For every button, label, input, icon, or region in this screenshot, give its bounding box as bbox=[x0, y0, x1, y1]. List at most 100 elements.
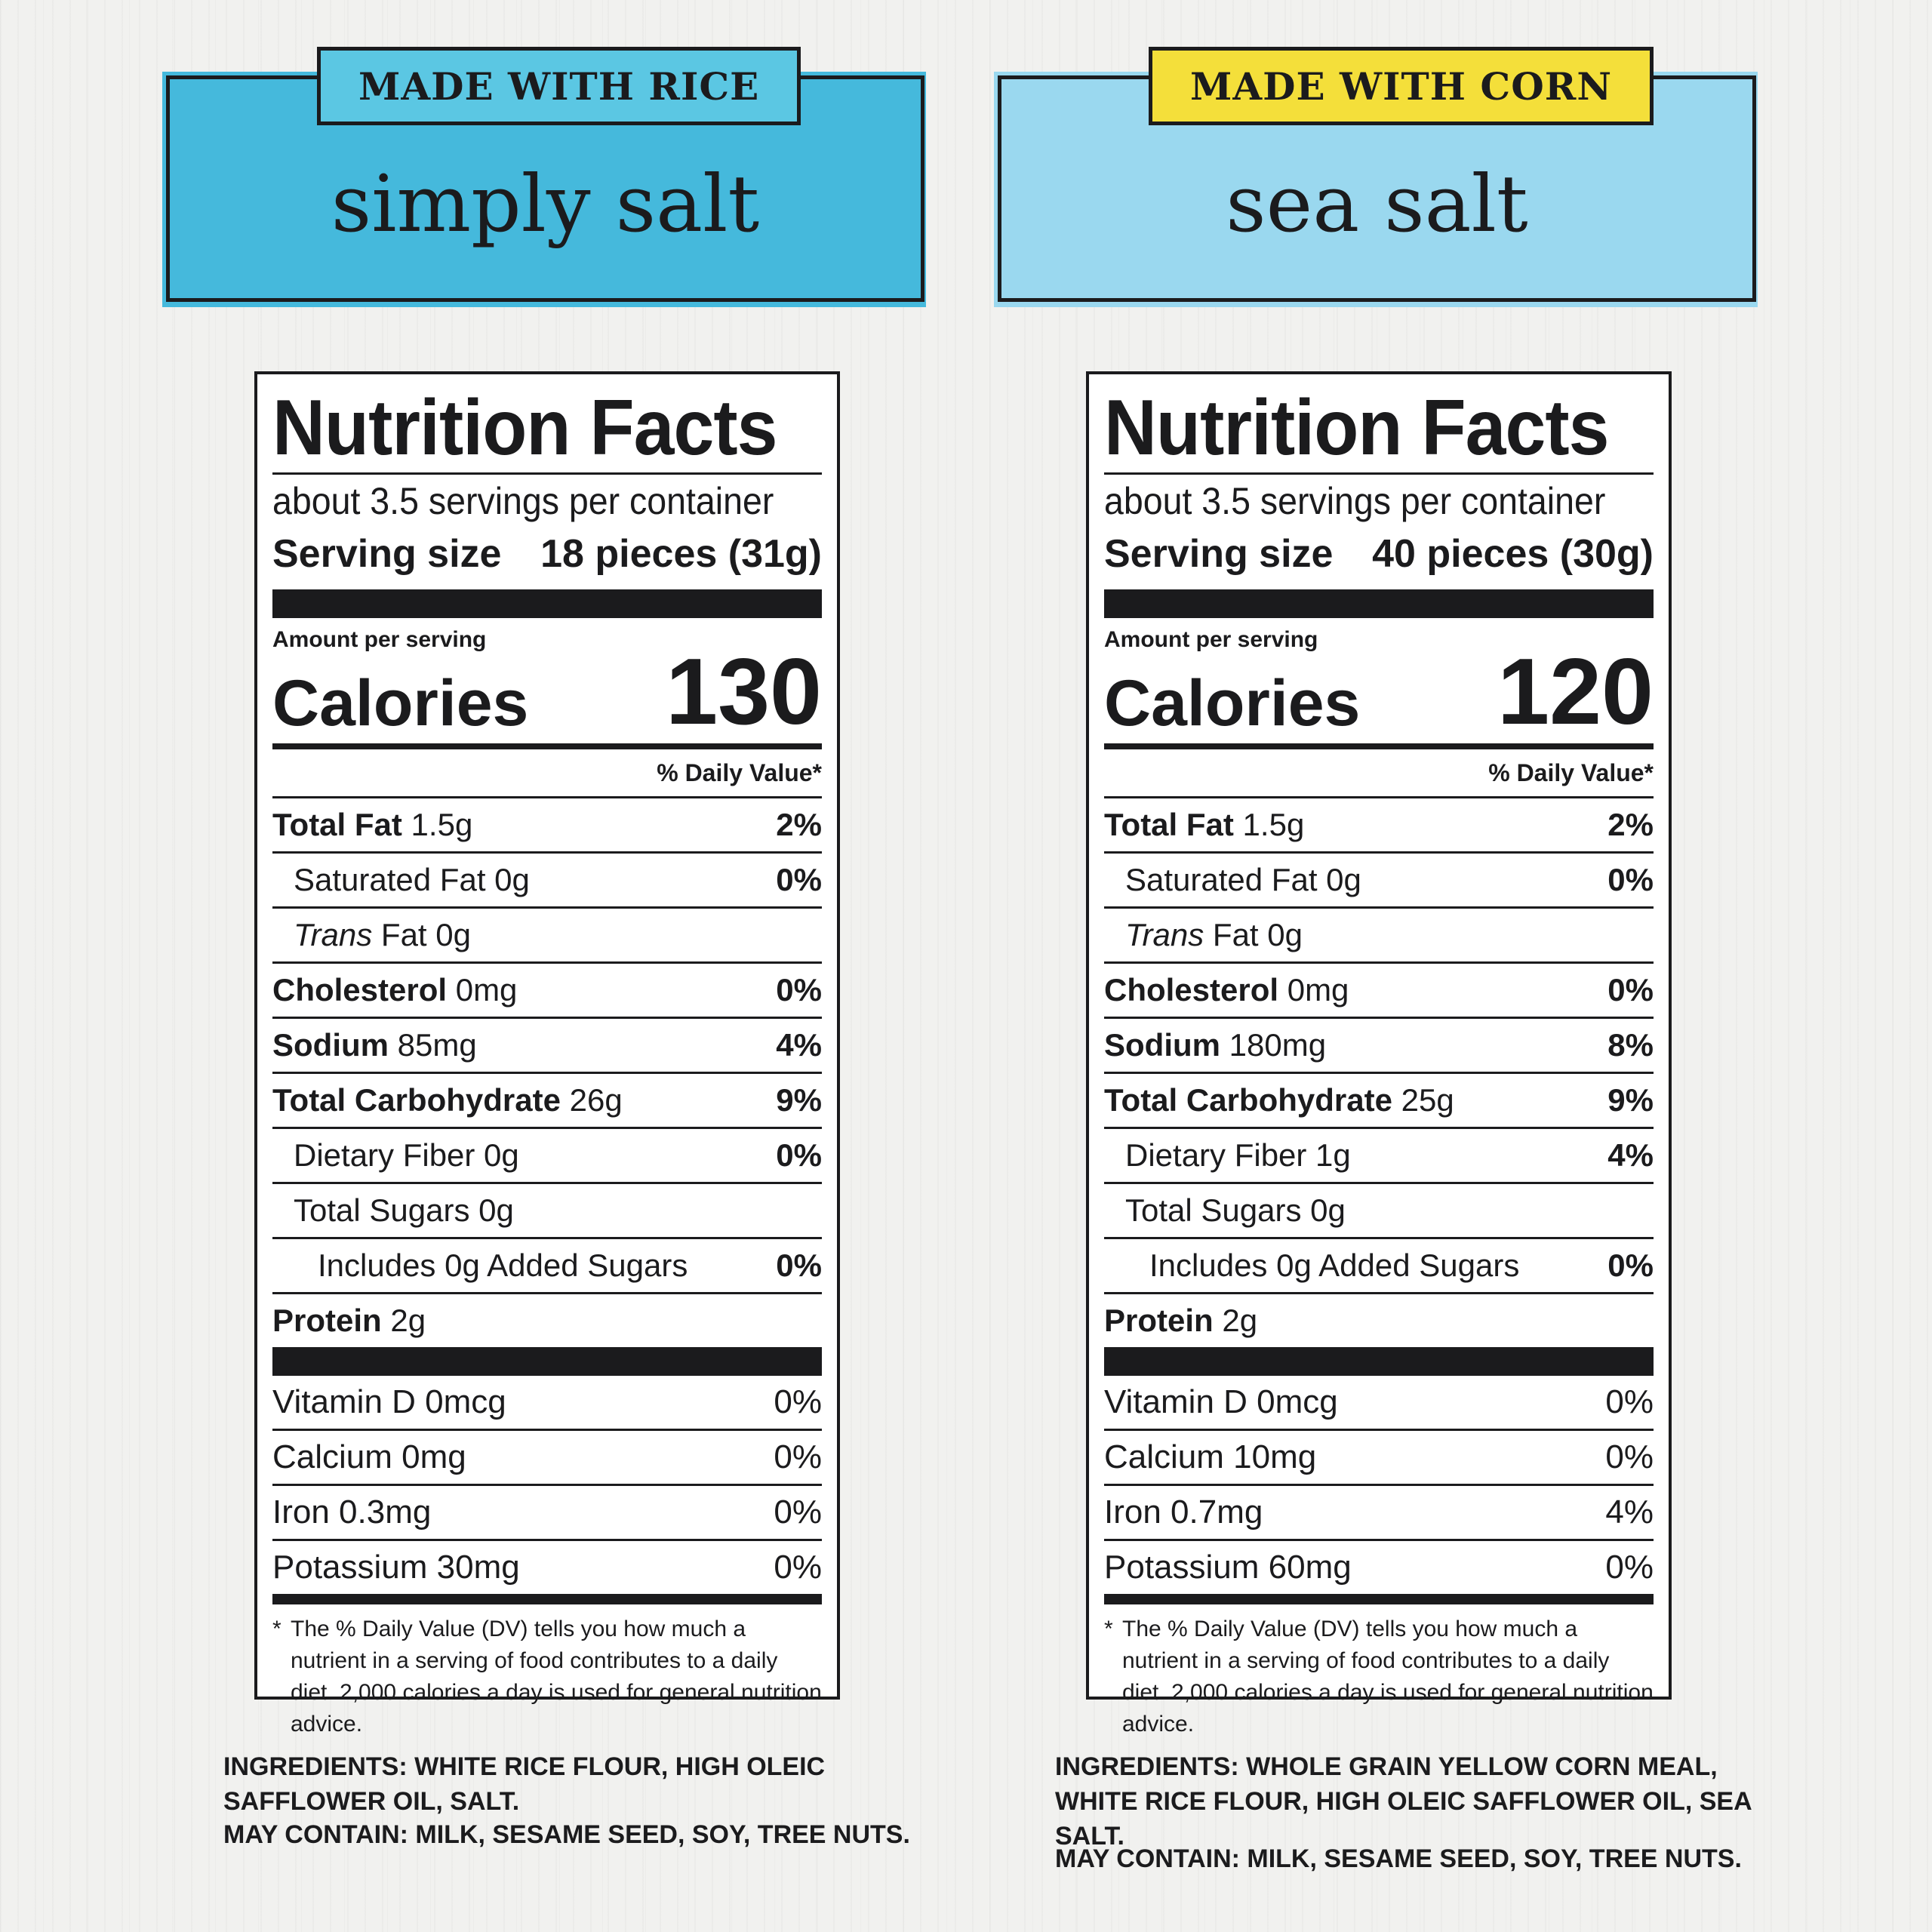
nutrient-name: Total Fat 1.5g bbox=[272, 807, 473, 842]
nutrient-name: Saturated Fat 0g bbox=[294, 862, 530, 897]
calories-value: 120 bbox=[1497, 640, 1654, 744]
grain-tag: MADE WITH CORN bbox=[1149, 47, 1654, 125]
nutrient-name: Total Sugars 0g bbox=[1125, 1192, 1346, 1228]
nutrient-daily-value: 0% bbox=[1607, 862, 1654, 897]
nutrient-row: Total Fat 1.5g 2% bbox=[1104, 796, 1654, 851]
product-panel-corn: MADE WITH CORN sea salt Nutrition Facts … bbox=[832, 0, 1798, 1932]
nutrient-name: Sodium 85mg bbox=[272, 1027, 477, 1063]
nutrient-name: Trans Fat 0g bbox=[294, 917, 471, 952]
vitamin-list: Vitamin D 0mcg 0% Calcium 10mg 0% Iron 0.7mg… bbox=[1104, 1376, 1654, 1594]
vitamin-row: Potassium 30mg 0% bbox=[272, 1539, 822, 1594]
amount-per-serving: Amount per serving bbox=[1104, 627, 1318, 652]
flavor-name: sea salt bbox=[1226, 158, 1528, 250]
nutrient-row: Dietary Fiber 1g 4% bbox=[1104, 1127, 1654, 1182]
nutrient-name: Dietary Fiber 0g bbox=[294, 1137, 519, 1173]
nutrient-row: Protein 2g bbox=[272, 1292, 822, 1347]
servings-per-container: about 3.5 servings per container bbox=[272, 480, 774, 522]
vitamin-daily-value: 0% bbox=[774, 1549, 822, 1586]
nutrient-daily-value: 0% bbox=[1607, 972, 1654, 1008]
vitamin-name: Potassium 30mg bbox=[272, 1549, 520, 1586]
footnote-star: * bbox=[272, 1617, 281, 1641]
vitamin-name: Calcium 0mg bbox=[272, 1438, 466, 1475]
nutrient-daily-value: 4% bbox=[776, 1027, 822, 1063]
vitamin-daily-value: 0% bbox=[1605, 1549, 1654, 1586]
daily-value-footnote: * The % Daily Value (DV) tells you how m… bbox=[1104, 1604, 1654, 1740]
nutrient-name: Includes 0g Added Sugars bbox=[1149, 1247, 1520, 1283]
vitamin-daily-value: 0% bbox=[774, 1383, 822, 1420]
nutrient-row: Total Carbohydrate 25g 9% bbox=[1104, 1072, 1654, 1127]
nutrition-facts-label: Nutrition Facts about 3.5 servings per c… bbox=[1086, 371, 1672, 1737]
nutrient-row: Includes 0g Added Sugars 0% bbox=[272, 1237, 822, 1292]
servings-per-container: about 3.5 servings per container bbox=[1104, 480, 1606, 522]
vitamin-name: Iron 0.7mg bbox=[1104, 1494, 1263, 1531]
nutrient-row: Cholesterol 0mg 0% bbox=[1104, 961, 1654, 1017]
nutrient-name: Protein 2g bbox=[1104, 1303, 1258, 1338]
vitamin-daily-value: 0% bbox=[774, 1438, 822, 1475]
may-contain-text: MAY CONTAIN: MILK, SESAME SEED, SOY, TRE… bbox=[1055, 1844, 1742, 1873]
nutrient-list: Total Fat 1.5g 2% Saturated Fat 0g 0% Trans … bbox=[272, 796, 822, 1347]
calories-row: Calories 130 bbox=[272, 645, 822, 740]
vitamin-list: Vitamin D 0mcg 0% Calcium 0mg 0% Iron 0.3mg 0… bbox=[272, 1376, 822, 1594]
vitamin-name: Vitamin D 0mcg bbox=[272, 1383, 506, 1420]
nutrient-row: Sodium 85mg 4% bbox=[272, 1017, 822, 1072]
nutrient-name: Total Sugars 0g bbox=[294, 1192, 514, 1228]
nutrient-row: Protein 2g bbox=[1104, 1292, 1654, 1347]
vitamin-row: Iron 0.3mg 0% bbox=[272, 1484, 822, 1539]
calories-row: Calories 120 bbox=[1104, 645, 1654, 739]
vitamin-daily-value: 0% bbox=[1605, 1383, 1654, 1420]
vitamin-row: Calcium 0mg 0% bbox=[272, 1429, 822, 1484]
nutrient-daily-value: 0% bbox=[776, 972, 822, 1008]
nutrient-name: Cholesterol 0mg bbox=[272, 972, 518, 1008]
nutrient-row: Total Fat 1.5g 2% bbox=[272, 796, 822, 851]
amount-per-serving: Amount per serving bbox=[272, 627, 487, 652]
nutrient-name: Total Carbohydrate 26g bbox=[272, 1082, 623, 1118]
product-panel-rice: MADE WITH RICE simply salt Nutrition Fac… bbox=[162, 47, 926, 1849]
vitamin-daily-value: 4% bbox=[1605, 1494, 1654, 1531]
nutrient-daily-value: 2% bbox=[776, 807, 822, 842]
may-contain-text: MAY CONTAIN: MILK, SESAME SEED, SOY, TRE… bbox=[223, 1820, 910, 1849]
serving-size-label: Serving size bbox=[272, 532, 502, 576]
nutrient-daily-value: 0% bbox=[776, 1137, 822, 1173]
nutrient-name: Dietary Fiber 1g bbox=[1125, 1137, 1351, 1173]
vitamin-row: Iron 0.7mg 4% bbox=[1104, 1484, 1654, 1539]
flavor-name: simply salt bbox=[331, 158, 760, 250]
nutrient-row: Dietary Fiber 0g 0% bbox=[272, 1127, 822, 1182]
daily-value-header: % Daily Value* bbox=[1488, 759, 1654, 786]
vitamin-name: Vitamin D 0mcg bbox=[1104, 1383, 1338, 1420]
nutrient-name: Saturated Fat 0g bbox=[1125, 862, 1361, 897]
vitamin-name: Calcium 10mg bbox=[1104, 1438, 1317, 1475]
nutrient-row: Total Sugars 0g bbox=[272, 1182, 822, 1237]
nutrient-row: Saturated Fat 0g 0% bbox=[272, 851, 822, 906]
nutrient-name: Total Carbohydrate 25g bbox=[1104, 1082, 1454, 1118]
nutrient-row: Cholesterol 0mg 0% bbox=[272, 961, 822, 1017]
calories-value: 130 bbox=[666, 640, 822, 744]
footnote-text: The % Daily Value (DV) tells you how muc… bbox=[1122, 1617, 1654, 1737]
nutrient-list: Total Fat 1.5g 2% Saturated Fat 0g 0% Trans … bbox=[1104, 796, 1654, 1347]
nutrient-daily-value: 2% bbox=[1607, 807, 1654, 842]
daily-value-footnote: * The % Daily Value (DV) tells you how m… bbox=[272, 1604, 822, 1740]
nutrient-row: Saturated Fat 0g 0% bbox=[1104, 851, 1654, 906]
daily-value-header: % Daily Value* bbox=[657, 759, 822, 786]
grain-tag: MADE WITH RICE bbox=[317, 47, 801, 125]
footnote-text: The % Daily Value (DV) tells you how muc… bbox=[291, 1617, 822, 1737]
nutrition-facts-label: Nutrition Facts about 3.5 servings per c… bbox=[254, 371, 840, 1737]
vitamin-row: Vitamin D 0mcg 0% bbox=[272, 1376, 822, 1429]
nutrition-facts-title: Nutrition Facts bbox=[1104, 384, 1609, 472]
serving-size-row: Serving size 18 pieces (31g) bbox=[272, 528, 822, 580]
nutrient-name: Protein 2g bbox=[272, 1303, 426, 1338]
nutrient-daily-value: 9% bbox=[1607, 1082, 1654, 1118]
vitamin-daily-value: 0% bbox=[1605, 1438, 1654, 1475]
serving-size-row: Serving size 40 pieces (30g) bbox=[1104, 528, 1654, 580]
nutrient-name: Includes 0g Added Sugars bbox=[318, 1247, 688, 1283]
nutrient-row: Total Carbohydrate 26g 9% bbox=[272, 1072, 822, 1127]
nutrient-daily-value: 9% bbox=[776, 1082, 822, 1118]
nutrition-facts-title: Nutrition Facts bbox=[272, 384, 777, 472]
nutrient-row: Trans Fat 0g bbox=[272, 906, 822, 961]
nutrient-daily-value: 0% bbox=[776, 862, 822, 897]
footnote-star: * bbox=[1104, 1617, 1113, 1641]
vitamin-name: Iron 0.3mg bbox=[272, 1494, 432, 1531]
nutrient-row: Includes 0g Added Sugars 0% bbox=[1104, 1237, 1654, 1292]
vitamin-daily-value: 0% bbox=[774, 1494, 822, 1531]
nutrient-name: Total Fat 1.5g bbox=[1104, 807, 1305, 842]
calories-label: Calories bbox=[272, 667, 529, 740]
